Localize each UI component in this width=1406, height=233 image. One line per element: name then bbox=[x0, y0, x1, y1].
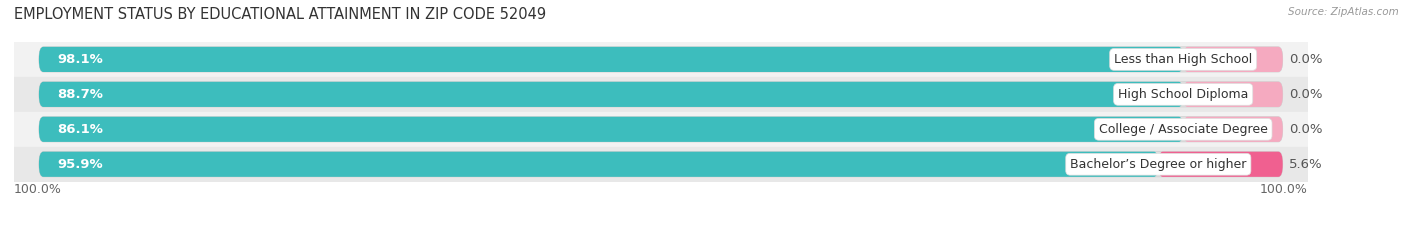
FancyBboxPatch shape bbox=[39, 82, 1184, 107]
FancyBboxPatch shape bbox=[39, 117, 1282, 142]
Text: 100.0%: 100.0% bbox=[14, 184, 62, 196]
Text: EMPLOYMENT STATUS BY EDUCATIONAL ATTAINMENT IN ZIP CODE 52049: EMPLOYMENT STATUS BY EDUCATIONAL ATTAINM… bbox=[14, 7, 546, 22]
Text: 95.9%: 95.9% bbox=[58, 158, 103, 171]
Text: 0.0%: 0.0% bbox=[1289, 88, 1323, 101]
Text: Less than High School: Less than High School bbox=[1114, 53, 1253, 66]
Text: 5.6%: 5.6% bbox=[1289, 158, 1323, 171]
Bar bbox=[14, 42, 1308, 77]
FancyBboxPatch shape bbox=[39, 152, 1282, 177]
Text: 0.0%: 0.0% bbox=[1289, 53, 1323, 66]
Bar bbox=[14, 77, 1308, 112]
Text: College / Associate Degree: College / Associate Degree bbox=[1098, 123, 1268, 136]
Text: 88.7%: 88.7% bbox=[58, 88, 104, 101]
Bar bbox=[14, 112, 1308, 147]
FancyBboxPatch shape bbox=[39, 47, 1282, 72]
Text: Bachelor’s Degree or higher: Bachelor’s Degree or higher bbox=[1070, 158, 1247, 171]
Text: High School Diploma: High School Diploma bbox=[1118, 88, 1249, 101]
FancyBboxPatch shape bbox=[1184, 82, 1282, 107]
FancyBboxPatch shape bbox=[39, 47, 1184, 72]
Text: 100.0%: 100.0% bbox=[1260, 184, 1308, 196]
Bar bbox=[14, 147, 1308, 182]
Text: 0.0%: 0.0% bbox=[1289, 123, 1323, 136]
Text: Source: ZipAtlas.com: Source: ZipAtlas.com bbox=[1288, 7, 1399, 17]
FancyBboxPatch shape bbox=[1184, 117, 1282, 142]
Text: 98.1%: 98.1% bbox=[58, 53, 104, 66]
FancyBboxPatch shape bbox=[1159, 152, 1282, 177]
Text: 86.1%: 86.1% bbox=[58, 123, 104, 136]
FancyBboxPatch shape bbox=[39, 152, 1159, 177]
FancyBboxPatch shape bbox=[39, 82, 1282, 107]
FancyBboxPatch shape bbox=[39, 117, 1184, 142]
FancyBboxPatch shape bbox=[1184, 47, 1282, 72]
